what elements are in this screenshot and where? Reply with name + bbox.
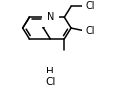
Text: Cl: Cl: [45, 77, 55, 87]
Text: Cl: Cl: [84, 26, 94, 36]
Text: Cl: Cl: [84, 1, 94, 11]
Text: H: H: [46, 67, 54, 77]
Text: N: N: [46, 12, 53, 22]
